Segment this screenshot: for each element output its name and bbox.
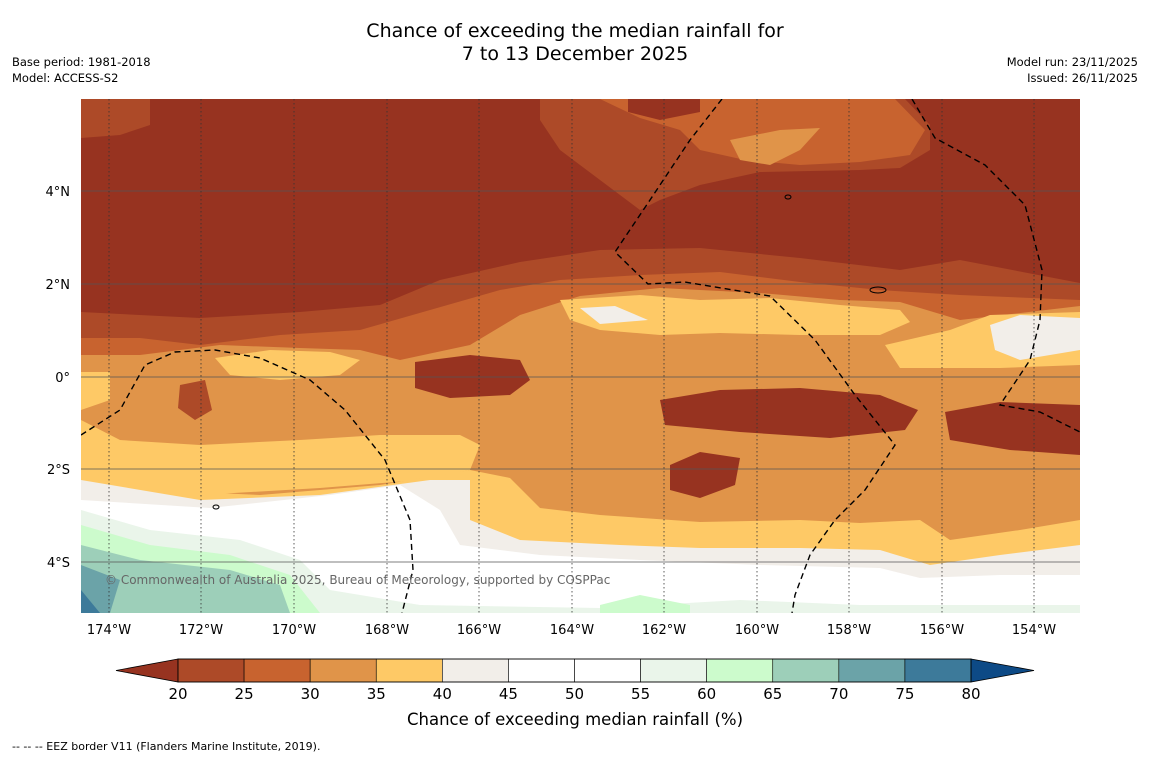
- model-run: Model run: 23/11/2025: [1006, 55, 1138, 69]
- colorbar-tick-label: 55: [631, 685, 650, 703]
- field-60-south: [600, 595, 690, 613]
- field-20-core-a: [415, 355, 530, 398]
- meta-left: Base period: 1981-2018 Model: ACCESS-S2: [12, 54, 151, 86]
- colorbar-tick-label: 65: [763, 685, 782, 703]
- islands: [212, 194, 887, 510]
- field-75-sw: [81, 590, 100, 613]
- colorbar-tick-label: 45: [499, 685, 518, 703]
- colorbar-segment: [838, 658, 906, 683]
- lon-label: 166°W: [457, 623, 501, 638]
- meta-right: Model run: 23/11/2025 Issued: 26/11/2025: [1007, 54, 1138, 86]
- colorbar-segment: [309, 658, 377, 683]
- field-25-core-d: [178, 380, 212, 420]
- colorbar-segment: [574, 658, 641, 683]
- field-20-north-patch: [628, 99, 700, 120]
- lon-label: 162°W: [642, 623, 686, 638]
- colorbar-tick-label: 60: [697, 685, 716, 703]
- title-line-1: Chance of exceeding the median rainfall …: [366, 20, 784, 42]
- field-45-central: [580, 306, 648, 324]
- lon-label: 160°W: [735, 623, 779, 638]
- colorbar-segment: [177, 658, 245, 683]
- lon-label: 172°W: [179, 623, 223, 638]
- colorbar-tick-label: 30: [301, 685, 320, 703]
- colorbar-segment: [375, 658, 443, 683]
- lon-label: 156°W: [920, 623, 964, 638]
- lat-labels: 4°N 2°N 0° 2°S 4°S: [46, 185, 71, 571]
- colorbar-tick-label: 70: [829, 685, 848, 703]
- title-line-2: 7 to 13 December 2025: [461, 43, 689, 65]
- colorbar-segment: [706, 658, 774, 683]
- colorbar: 20 25 30 35 40 45 50 55 60 65 70 75 80: [115, 658, 1035, 703]
- field-20-core-c: [945, 402, 1080, 455]
- colorbar-tick-label: 35: [367, 685, 386, 703]
- lon-label: 158°W: [827, 623, 871, 638]
- lon-label: 154°W: [1012, 623, 1056, 638]
- colorbar-outline: [177, 658, 972, 683]
- colorbar-tick-label: 40: [433, 685, 452, 703]
- colorbar-segment: [243, 658, 311, 683]
- field-70-sw: [81, 565, 120, 613]
- colorbar-high-extension: [970, 658, 1035, 683]
- colorbar-tick-label: 25: [235, 685, 254, 703]
- colorbar-tick-label: 75: [895, 685, 914, 703]
- copyright-text: © Commonwealth of Australia 2025, Bureau…: [105, 573, 610, 587]
- field-35-north: [730, 128, 820, 165]
- colorbar-low-extension: [115, 658, 179, 683]
- lon-labels: 174°W 172°W 170°W 168°W 166°W 164°W 162°…: [87, 623, 1056, 638]
- lat-label: 0°: [55, 371, 70, 386]
- lon-label: 164°W: [550, 623, 594, 638]
- map-field: © Commonwealth of Australia 2025, Bureau…: [81, 99, 1080, 613]
- field-40-sw: [81, 420, 480, 495]
- chart-title: Chance of exceeding the median rainfall …: [0, 20, 1150, 66]
- eez-borders: [81, 99, 1080, 613]
- issued-date: Issued: 26/11/2025: [1027, 71, 1138, 85]
- lon-label: 168°W: [365, 623, 409, 638]
- field-20-core-e: [670, 452, 740, 498]
- colorbar-tick-label: 20: [168, 685, 187, 703]
- eez-footnote: -- -- -- EEZ border V11 (Flanders Marine…: [12, 740, 321, 753]
- field-25-nw: [81, 99, 150, 138]
- colorbar-tick-label: 80: [961, 685, 980, 703]
- colorbar-segment: [442, 658, 509, 683]
- lat-label: 4°S: [47, 556, 70, 571]
- lat-label: 2°S: [47, 463, 70, 478]
- lat-label: 2°N: [46, 278, 71, 293]
- colorbar-segment: [772, 658, 840, 683]
- colorbar-segment: [508, 658, 575, 683]
- colorbar-title: Chance of exceeding median rainfall (%): [406, 710, 744, 729]
- field-40-west: [81, 372, 110, 410]
- lat-label: 4°N: [46, 185, 71, 200]
- colorbar-tick-label: 50: [565, 685, 584, 703]
- meridians: [108, 99, 1035, 613]
- model-name: Model: ACCESS-S2: [12, 71, 119, 85]
- lon-label: 170°W: [272, 623, 316, 638]
- field-50-south: [81, 485, 1080, 613]
- lon-label: 174°W: [87, 623, 131, 638]
- field-40-central: [560, 295, 910, 335]
- graticule: [81, 190, 1080, 563]
- colorbar-segment: [904, 658, 972, 683]
- colorbar-segment: [640, 658, 707, 683]
- field-20-core-b: [660, 388, 918, 438]
- field-40-wcentral: [215, 350, 360, 380]
- base-period: Base period: 1981-2018: [12, 55, 151, 69]
